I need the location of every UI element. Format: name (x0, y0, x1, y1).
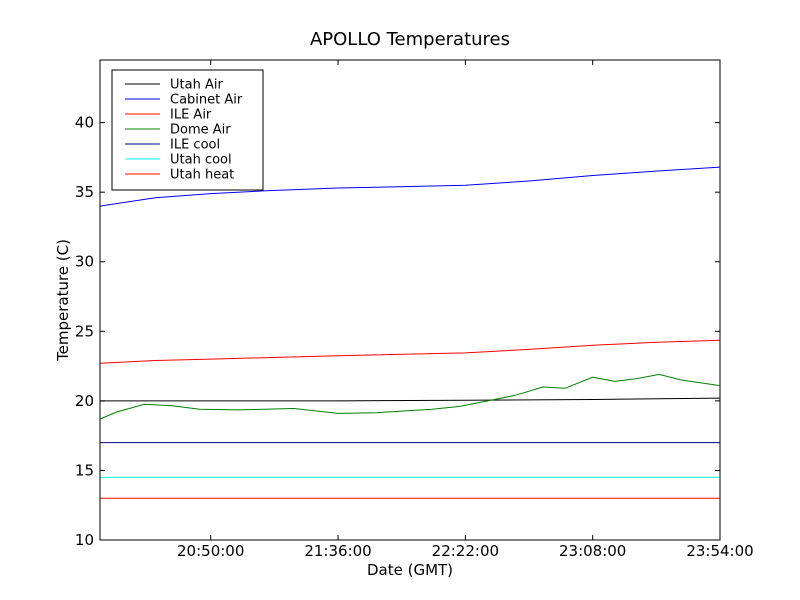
plot-frame (99, 59, 721, 541)
legend-box (111, 69, 264, 191)
y-tick-label: 10 (75, 531, 94, 549)
legend-label-utah-cool: Utah cool (170, 153, 232, 168)
y-tick-label: 15 (75, 461, 94, 479)
series-line-utah-air (100, 397, 721, 402)
x-tick-label: 22:22:00 (432, 542, 499, 560)
legend-label-cabinet-air: Cabinet Air (170, 93, 243, 108)
legend-label-utah-air: Utah Air (170, 78, 223, 93)
legend-label-dome-air: Dome Air (170, 123, 231, 138)
y-axis-label: Temperature (C) (54, 239, 72, 362)
x-tick-label: 23:08:00 (559, 542, 626, 560)
x-tick-label: 23:54:00 (686, 542, 753, 560)
axis-ticks: 10 15 20 25 30 35 40 20:50:00 21:36:00 22:22:00 23… (75, 60, 754, 560)
y-tick-label: 30 (75, 253, 94, 271)
legend-label-ile-air: ILE Air (170, 108, 212, 123)
plot-series (99, 166, 721, 499)
series-line-ile-air (99, 339, 721, 364)
y-tick-label: 20 (75, 392, 94, 410)
y-tick-label: 35 (75, 183, 94, 201)
chart-title: APOLLO Temperatures (310, 29, 510, 50)
x-axis-label: Date (GMT) (367, 561, 453, 579)
legend-label-utah-heat: Utah heat (170, 168, 234, 183)
series-line-cabinet-air (99, 166, 721, 207)
y-tick-label: 40 (75, 114, 94, 132)
series-line-dome-air (99, 373, 721, 420)
x-tick-label: 21:36:00 (304, 542, 371, 560)
legend-label-ile-cool: ILE cool (170, 138, 220, 153)
y-tick-label: 25 (75, 322, 94, 340)
x-tick-label: 20:50:00 (177, 542, 244, 560)
